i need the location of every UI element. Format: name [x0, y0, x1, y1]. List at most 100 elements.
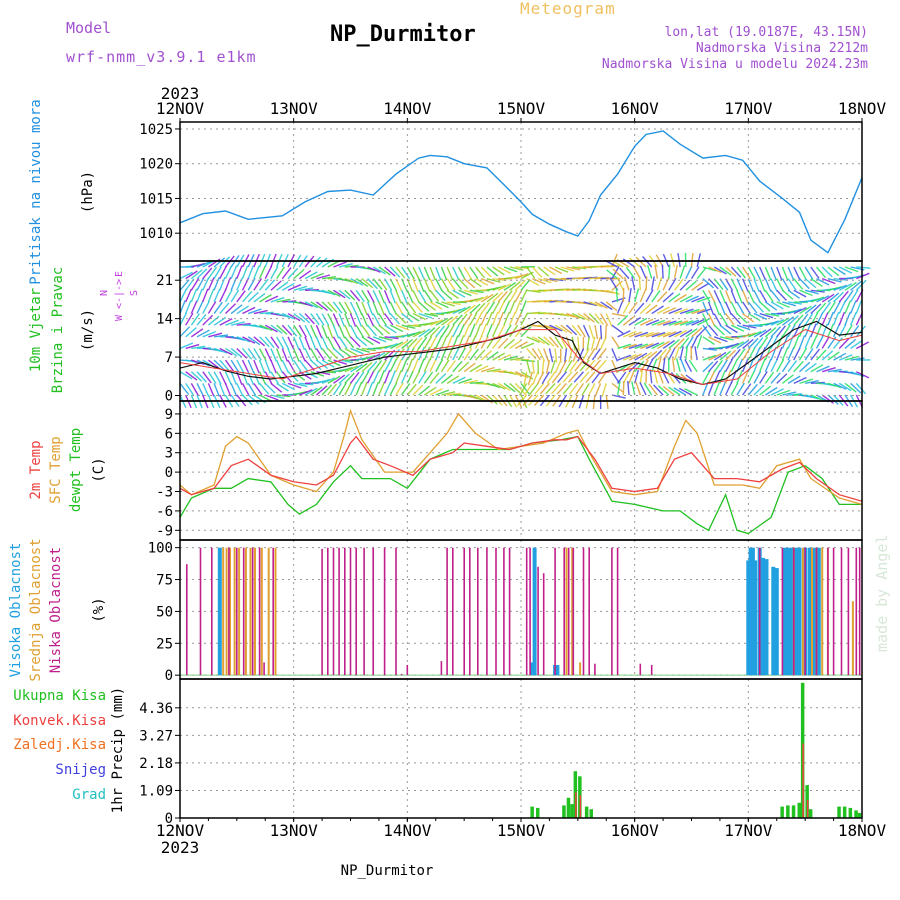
- wind-arrow: [810, 394, 824, 402]
- wind-arrow: [435, 278, 443, 292]
- wind-arrow: [480, 266, 492, 278]
- wind-arrow: [179, 371, 193, 380]
- wind-arrow: [310, 324, 318, 339]
- wind-arrow: [412, 384, 424, 396]
- wind-arrow: [595, 336, 602, 351]
- wind-arrow: [597, 348, 607, 360]
- convective-precip-bar: [802, 743, 804, 818]
- wind-arrow: [452, 323, 460, 338]
- wind-arrow: [668, 293, 681, 303]
- wind-arrow: [469, 348, 479, 361]
- wind-arrow: [798, 266, 807, 280]
- wind-unit-label: (m/s): [80, 309, 96, 351]
- wind-arrow: [361, 381, 368, 396]
- wind-arrow: [554, 359, 562, 374]
- wind-arrow: [361, 289, 370, 303]
- wind-arrow: [708, 336, 722, 344]
- wind-arrow: [645, 304, 658, 315]
- panel-frame: [179, 678, 863, 819]
- wind-arrow: [372, 301, 379, 316]
- mid-cloud-bar: [571, 547, 574, 676]
- low-cloud-bar: [363, 547, 365, 676]
- wind-arrow: [480, 277, 495, 285]
- wind-arrow: [236, 347, 248, 359]
- low-cloud-bar: [452, 547, 454, 676]
- wind-arrow: [304, 387, 318, 396]
- wind-arrow: [457, 266, 466, 280]
- wind-arrow: [230, 359, 240, 373]
- wind-arrow: [196, 383, 204, 397]
- wind-arrow: [208, 332, 223, 338]
- wind-arrow: [532, 277, 546, 285]
- wind-arrow: [668, 264, 671, 279]
- wind-arrow: [338, 347, 351, 358]
- wind-arrow: [787, 308, 802, 315]
- wind-arrow: [634, 317, 648, 326]
- wind-arrow: [821, 350, 834, 361]
- wind-arrow: [281, 267, 292, 280]
- wind-arrow: [617, 343, 632, 350]
- wind-arrow: [503, 338, 515, 349]
- wind-arrow: [315, 359, 329, 370]
- wind-arrow: [719, 313, 728, 326]
- wind-arrow: [586, 336, 590, 351]
- wind-arrow: [677, 253, 681, 268]
- wind-arrow: [224, 359, 235, 372]
- wind-arrow: [633, 288, 640, 303]
- wind-arrow: [219, 347, 233, 356]
- wind-arrow: [384, 266, 396, 277]
- wind-arrow: [649, 369, 653, 384]
- wind-arrow: [730, 348, 741, 361]
- wind-arrow: [770, 388, 784, 396]
- wind-arrow: [776, 373, 788, 384]
- wind-arrow: [185, 312, 194, 326]
- wind-arrow: [668, 277, 677, 291]
- time-label-bottom: 17NOV: [724, 821, 773, 840]
- wind-arrow: [736, 348, 746, 361]
- wind-arrow: [827, 266, 840, 277]
- wind-arrow: [702, 370, 711, 384]
- wind-arrow: [742, 338, 754, 349]
- wind-arrow: [690, 266, 700, 280]
- wind-arrow: [638, 276, 642, 291]
- wind-arrow: [179, 382, 190, 395]
- wind-arrow: [304, 336, 311, 351]
- wind-arrow: [520, 326, 532, 338]
- wind-arrow: [725, 336, 740, 339]
- panel2-y-tick-label: 7: [165, 350, 173, 366]
- wind-arrow: [202, 330, 216, 338]
- wind-arrow: [793, 314, 804, 326]
- wind-arrow: [651, 358, 658, 372]
- wind-arrow: [361, 324, 371, 338]
- wind-arrow: [759, 328, 772, 338]
- wind-arrow: [236, 265, 243, 279]
- wind-arrow: [776, 278, 784, 292]
- wind-arrow: [469, 335, 477, 349]
- wind-arrow: [355, 381, 363, 396]
- wind-arrow: [259, 382, 270, 395]
- wind-arrow: [526, 336, 540, 343]
- wind-axis-label: 10m Vjetar: [28, 288, 44, 372]
- wind-arrow: [679, 308, 694, 315]
- wind-arrow: [293, 336, 300, 350]
- wind-arrow: [514, 312, 522, 326]
- wind-arrow: [287, 324, 298, 337]
- wind-arrow: [293, 359, 302, 373]
- wind-arrow: [315, 257, 328, 268]
- wind-arrow: [537, 266, 550, 277]
- wind-arrow: [541, 360, 545, 375]
- wind-arrow: [185, 327, 197, 338]
- wind-arrow: [190, 278, 200, 291]
- wind-arrow: [556, 382, 567, 395]
- wind-arrow: [583, 301, 598, 307]
- wind-arrow: [344, 382, 352, 396]
- wind-arrow: [332, 301, 343, 314]
- high-cloud-bar: [748, 547, 753, 676]
- wind-arrow: [230, 347, 243, 358]
- wind-arrow: [196, 261, 211, 268]
- wind-arrow: [298, 270, 312, 280]
- wind-arrow: [259, 278, 269, 291]
- low-cloud-bar: [349, 547, 352, 676]
- wind-arrow: [759, 346, 766, 361]
- wind-arrow: [554, 266, 569, 273]
